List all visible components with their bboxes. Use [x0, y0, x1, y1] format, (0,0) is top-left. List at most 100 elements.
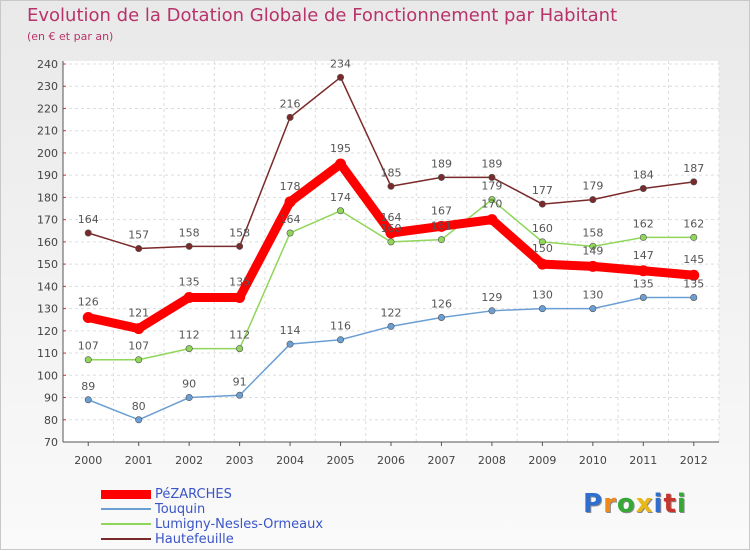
data-label: 114 [280, 324, 301, 337]
data-point [538, 200, 546, 208]
chart-subtitle: (en € et par an) [27, 30, 114, 43]
data-label: 135 [179, 275, 200, 288]
legend-label: Touquin [155, 502, 206, 517]
y-tick-label: 130 [37, 303, 58, 316]
data-point [236, 345, 244, 353]
logo-letter: x [635, 489, 654, 519]
logo-letter: i [653, 489, 664, 519]
data-point [437, 173, 445, 181]
data-label: 174 [330, 191, 351, 204]
y-tick-label: 150 [37, 258, 58, 271]
x-tick-label: 2010 [579, 454, 607, 467]
data-point [135, 245, 143, 253]
data-point [538, 305, 546, 313]
data-label: 189 [481, 157, 502, 170]
data-label: 126 [78, 295, 99, 308]
y-tick-label: 180 [37, 191, 58, 204]
y-tick-label: 240 [37, 58, 58, 71]
data-label: 164 [381, 211, 402, 224]
data-point [236, 242, 244, 250]
legend-label: PéZARCHES [155, 487, 232, 502]
data-point [84, 356, 92, 364]
data-label: 147 [633, 249, 654, 262]
logo-letter: o [616, 489, 636, 519]
data-label: 162 [683, 217, 704, 230]
data-point [135, 356, 143, 364]
legend-item: Hautefeuille [101, 532, 401, 547]
x-tick-label: 2001 [125, 454, 153, 467]
data-point [387, 322, 395, 330]
data-point [335, 158, 347, 170]
data-point [185, 394, 193, 402]
data-label: 179 [481, 180, 502, 193]
data-label: 216 [280, 97, 301, 110]
legend-swatch [101, 523, 151, 525]
data-label: 164 [280, 213, 301, 226]
data-label: 107 [128, 340, 149, 353]
y-tick-label: 120 [37, 325, 58, 338]
data-point [589, 242, 597, 250]
data-point [387, 238, 395, 246]
data-point [486, 214, 498, 226]
data-label: 185 [381, 166, 402, 179]
data-point [337, 73, 345, 81]
data-point [82, 311, 94, 323]
legend-label: Lumigny-Nesles-Ormeaux [155, 517, 324, 532]
series-p-zarches [82, 158, 700, 335]
data-label: 135 [229, 275, 250, 288]
data-label: 145 [683, 253, 704, 266]
y-tick-label: 90 [44, 392, 58, 405]
series-lumigny-nesles-ormeaux [84, 196, 698, 364]
data-label: 112 [179, 329, 200, 342]
data-point [538, 238, 546, 246]
data-point [437, 313, 445, 321]
data-point [234, 291, 246, 303]
data-label: 122 [381, 306, 402, 319]
data-label: 161 [431, 220, 452, 233]
y-tick-label: 200 [37, 147, 58, 160]
legend-swatch [101, 508, 151, 510]
data-point [84, 396, 92, 404]
data-point [688, 269, 700, 281]
legend-swatch [101, 538, 151, 540]
y-tick-label: 230 [37, 80, 58, 93]
y-tick-label: 140 [37, 280, 58, 293]
data-label: 149 [582, 244, 603, 257]
x-tick-label: 2003 [226, 454, 254, 467]
x-tick-label: 2004 [276, 454, 304, 467]
data-label: 164 [78, 213, 99, 226]
data-label: 195 [330, 142, 351, 155]
data-point [337, 336, 345, 344]
x-tick-label: 2000 [74, 454, 102, 467]
data-point [183, 291, 195, 303]
data-label: 184 [633, 169, 654, 182]
data-label: 112 [229, 329, 250, 342]
chart-title: Evolution de la Dotation Globale de Fonc… [27, 5, 618, 26]
y-tick-label: 170 [37, 214, 58, 227]
y-tick-label: 220 [37, 102, 58, 115]
x-tick-label: 2006 [377, 454, 405, 467]
data-point [84, 229, 92, 237]
x-tick-label: 2009 [528, 454, 556, 467]
x-tick-label: 2007 [427, 454, 455, 467]
data-point [690, 178, 698, 186]
data-label: 160 [532, 222, 553, 235]
y-tick-label: 190 [37, 169, 58, 182]
data-point [185, 242, 193, 250]
series-hautefeuille [84, 73, 698, 253]
data-label: 158 [179, 226, 200, 239]
data-label: 126 [431, 297, 452, 310]
data-point [236, 391, 244, 399]
data-label: 170 [481, 198, 502, 211]
x-tick-label: 2011 [629, 454, 657, 467]
data-label: 160 [381, 222, 402, 235]
proxiti-logo: Proxiti [583, 489, 687, 519]
data-label: 162 [633, 217, 654, 230]
data-label: 89 [81, 380, 95, 393]
data-point [690, 293, 698, 301]
data-label: 150 [532, 242, 553, 255]
data-point [639, 293, 647, 301]
data-point [637, 265, 649, 277]
data-point [385, 227, 397, 239]
